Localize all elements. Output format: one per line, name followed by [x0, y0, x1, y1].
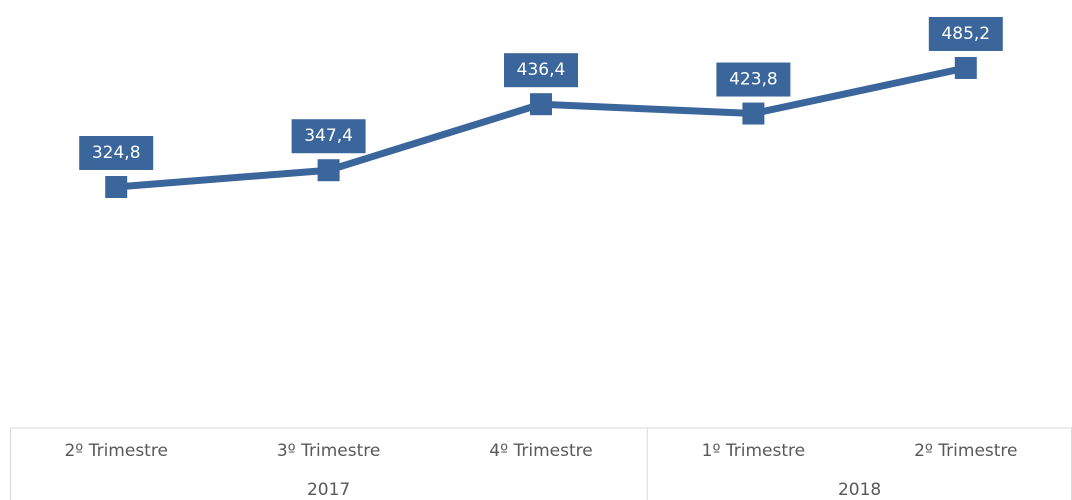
x-tick-label: 2º Trimestre	[64, 441, 167, 461]
x-tick-label: 2º Trimestre	[914, 441, 1017, 461]
data-label: 324,8	[92, 143, 141, 163]
marker	[317, 159, 340, 182]
data-label: 436,4	[517, 60, 566, 80]
x-tick-label: 3º Trimestre	[277, 441, 380, 461]
data-label-box	[79, 135, 154, 170]
data-label: 423,8	[729, 70, 778, 90]
x-tick-label: 4º Trimestre	[489, 441, 592, 461]
marker	[742, 102, 765, 125]
data-label-box	[291, 119, 366, 154]
data-label-box	[928, 16, 1003, 51]
marker	[530, 93, 552, 116]
marker	[954, 56, 977, 79]
data-label-box	[504, 53, 578, 88]
marker	[105, 175, 128, 198]
data-label-box	[716, 62, 791, 97]
group-label: 2018	[838, 480, 881, 500]
data-label: 347,4	[304, 126, 353, 146]
data-label: 485,2	[941, 24, 990, 44]
group-label: 2017	[307, 480, 350, 500]
x-tick-label: 1º Trimestre	[702, 441, 805, 461]
